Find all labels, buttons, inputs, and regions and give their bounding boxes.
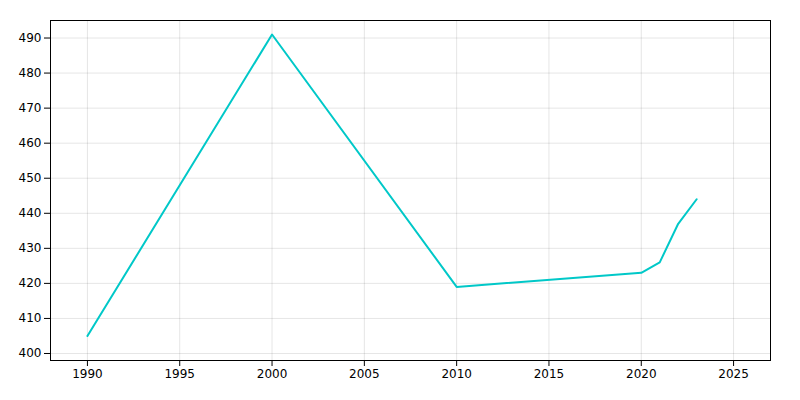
svg-text:450: 450 [19,171,42,185]
svg-text:400: 400 [19,346,42,360]
svg-text:490: 490 [19,31,42,45]
svg-text:410: 410 [19,311,42,325]
svg-text:480: 480 [19,66,42,80]
svg-text:460: 460 [19,136,42,150]
svg-text:420: 420 [19,276,42,290]
svg-text:2015: 2015 [534,367,565,381]
svg-text:2025: 2025 [718,367,749,381]
svg-text:430: 430 [19,241,42,255]
svg-text:2010: 2010 [441,367,472,381]
svg-text:440: 440 [19,206,42,220]
svg-text:2005: 2005 [349,367,380,381]
svg-text:2020: 2020 [626,367,657,381]
svg-text:1990: 1990 [72,367,103,381]
svg-text:1995: 1995 [164,367,195,381]
svg-text:2000: 2000 [257,367,288,381]
svg-text:470: 470 [19,101,42,115]
